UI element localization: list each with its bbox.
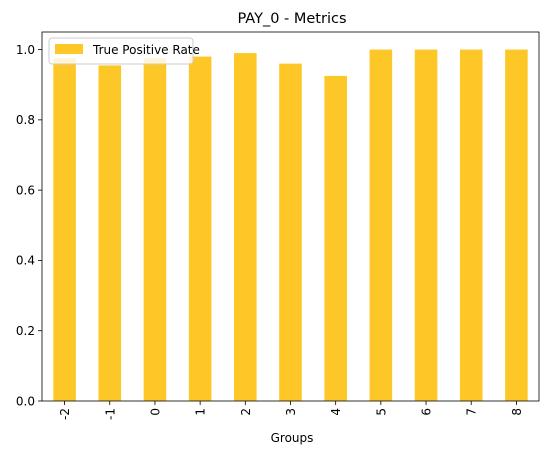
x-tick-label: 6 (420, 408, 434, 416)
x-tick-label: 1 (194, 408, 208, 416)
legend-swatch (55, 44, 83, 54)
x-tick-label: 0 (148, 408, 162, 416)
x-tick-label: 8 (510, 408, 524, 416)
x-tick-label: 5 (374, 408, 388, 416)
bar (279, 63, 302, 401)
x-tick-label: 7 (465, 408, 479, 416)
y-tick-label: 0.6 (16, 183, 35, 197)
x-tick-label: 3 (284, 408, 298, 416)
x-tick-label: 2 (239, 408, 253, 416)
x-tick-label: -1 (103, 408, 117, 420)
y-tick-label: 0.4 (16, 254, 35, 268)
y-tick-label: 1.0 (16, 43, 35, 57)
plot-frame (41, 31, 540, 402)
bar (414, 49, 438, 401)
legend: True Positive Rate (48, 37, 200, 65)
bar (505, 49, 528, 401)
chart-title: PAY_0 - Metrics (237, 11, 346, 27)
x-tick-label: -2 (58, 408, 72, 420)
bar (53, 58, 76, 402)
legend-frame (48, 37, 194, 65)
legend-label: True Positive Rate (92, 43, 200, 57)
bar (324, 75, 347, 402)
y-tick-label: 0.0 (16, 394, 35, 408)
axes-layer: -2 -1 0 1 2 3 4 5 6 7 8 0.0 0.2 0.4 0.6 0.8 1.0 (16, 31, 540, 420)
y-tick-label: 0.2 (16, 324, 35, 338)
x-tick-label: 4 (329, 408, 343, 416)
bar (98, 65, 122, 401)
x-axis-label: Groups (271, 431, 314, 445)
bar (234, 53, 257, 402)
y-tick-label: 0.8 (16, 113, 35, 127)
bars-layer (53, 49, 528, 402)
bar (459, 49, 483, 401)
bar (369, 49, 393, 401)
bar (188, 56, 212, 401)
bar (143, 58, 167, 402)
